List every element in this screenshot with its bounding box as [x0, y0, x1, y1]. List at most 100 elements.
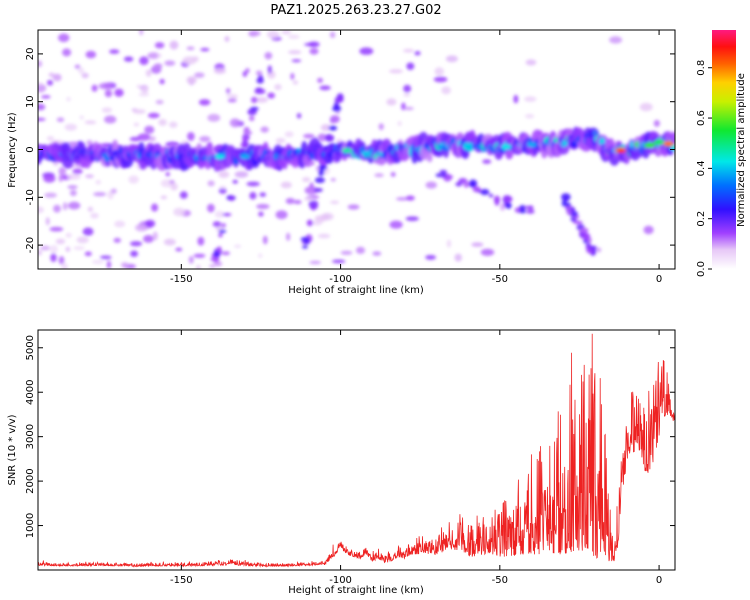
- heatmap-cell: [56, 117, 65, 123]
- heatmap-cell: [281, 30, 292, 35]
- heatmap-cell: [230, 94, 238, 99]
- heatmap-cell: [141, 86, 149, 94]
- heatmap-cell: [152, 231, 158, 241]
- tick-label: -150: [170, 575, 193, 586]
- heatmap-cell: [425, 181, 437, 189]
- spectrogram-xlabel: Height of straight line (km): [288, 285, 424, 296]
- heatmap-cell: [109, 49, 120, 54]
- heatmap-cell: [199, 135, 211, 143]
- heatmap-cell: [560, 193, 571, 201]
- heatmap-cell: [38, 103, 46, 111]
- heatmap-cell: [267, 92, 276, 99]
- heatmap-cell: [328, 125, 338, 131]
- heatmap-cell: [472, 186, 481, 193]
- tick-label: 0: [656, 274, 662, 285]
- heatmap-cell: [303, 133, 315, 139]
- heatmap-cell: [274, 84, 282, 91]
- heatmap-cell: [378, 123, 384, 131]
- heatmap-cell: [526, 142, 537, 148]
- heatmap-cell: [155, 99, 164, 105]
- heatmap-cell: [248, 115, 255, 122]
- heatmap-cell: [69, 189, 77, 197]
- heatmap-cell: [340, 250, 353, 255]
- heatmap-cell: [259, 192, 267, 197]
- heatmap-cell: [45, 217, 50, 226]
- heatmap-cell: [596, 247, 602, 253]
- heatmap-cell: [188, 255, 194, 264]
- heatmap-cell: [309, 47, 319, 55]
- heatmap-cell: [287, 34, 300, 39]
- heatmap-cell: [240, 143, 249, 147]
- heatmap-cell: [98, 82, 113, 90]
- heatmap-cell: [38, 83, 47, 93]
- heatmap-cell: [130, 241, 143, 247]
- heatmap-cell: [120, 262, 129, 268]
- spectrogram-x-ticks: -150 -100 -50 0: [170, 30, 662, 285]
- heatmap-cell: [310, 205, 316, 210]
- heatmap-cell: [468, 182, 476, 187]
- heatmap-cell: [480, 189, 490, 196]
- heatmap-cell: [55, 238, 66, 245]
- heatmap-cell: [187, 131, 195, 141]
- heatmap-cell: [139, 30, 144, 36]
- heatmap-cell: [372, 251, 382, 256]
- heatmap-cell: [670, 131, 675, 145]
- heatmap-cell: [232, 179, 238, 184]
- heatmap-cell: [290, 72, 295, 80]
- heatmap-cell: [67, 185, 78, 189]
- heatmap-cell: [224, 36, 230, 42]
- heatmap-cell: [314, 177, 325, 184]
- tick-label: 10: [25, 95, 36, 108]
- heatmap-cell: [355, 246, 366, 254]
- heatmap-cell: [288, 50, 302, 55]
- tick-label: -10: [25, 189, 36, 205]
- heatmap-cell: [169, 180, 175, 184]
- colorbar: 0.0 0.2 0.4 0.6 0.8 Normalized spectral ampl…: [696, 30, 747, 277]
- heatmap-cell: [330, 178, 336, 182]
- heatmap-cell: [87, 206, 94, 212]
- heatmap-cell: [249, 191, 257, 200]
- heatmap-cell: [441, 86, 451, 95]
- heatmap-cell: [589, 245, 597, 251]
- heatmap-cell: [250, 106, 259, 111]
- heatmap-cell: [336, 138, 343, 144]
- heatmap-cell: [406, 62, 415, 71]
- heatmap-cell: [214, 154, 225, 160]
- spectrogram-ylabel: Frequency (Hz): [7, 112, 18, 188]
- heatmap-cell: [82, 227, 94, 236]
- heatmap-cell: [198, 99, 211, 106]
- heatmap-cell: [519, 210, 527, 214]
- heatmap-cell: [615, 147, 626, 153]
- heatmap-cell: [389, 220, 403, 229]
- tick-label: -50: [492, 575, 508, 586]
- heatmap-cell: [455, 182, 463, 187]
- heatmap-cell: [243, 130, 253, 135]
- heatmap-cell: [46, 79, 54, 86]
- heatmap-cell: [61, 262, 68, 269]
- snr-trace: [38, 333, 675, 568]
- heatmap-cell: [255, 96, 269, 103]
- heatmap-cell: [114, 220, 126, 228]
- heatmap-cell: [106, 260, 112, 269]
- heatmap-cell: [306, 219, 314, 227]
- heatmap-cell: [41, 95, 51, 99]
- heatmap-cell: [91, 84, 98, 92]
- heatmap-cell: [317, 77, 323, 84]
- tick-label: 0: [25, 146, 36, 152]
- heatmap-cell: [258, 253, 263, 258]
- heatmap-cell: [248, 30, 261, 37]
- heatmap-cell: [218, 229, 227, 233]
- heatmap-cell: [300, 236, 310, 242]
- heatmap-cell: [210, 256, 220, 262]
- heatmap-cell: [579, 227, 589, 233]
- snr-ylabel: SNR (10 * v/v): [7, 414, 18, 485]
- heatmap-cell: [139, 56, 149, 66]
- heatmap-cell: [332, 105, 342, 112]
- heatmap-cell: [84, 251, 92, 257]
- heatmap-cell: [319, 166, 325, 172]
- heatmap-cell: [72, 168, 83, 175]
- snr-x-ticks: -150 -100 -50 0: [170, 330, 662, 586]
- heatmap-cell: [218, 233, 223, 238]
- heatmap-cell: [329, 31, 336, 39]
- heatmap-cell: [331, 259, 346, 264]
